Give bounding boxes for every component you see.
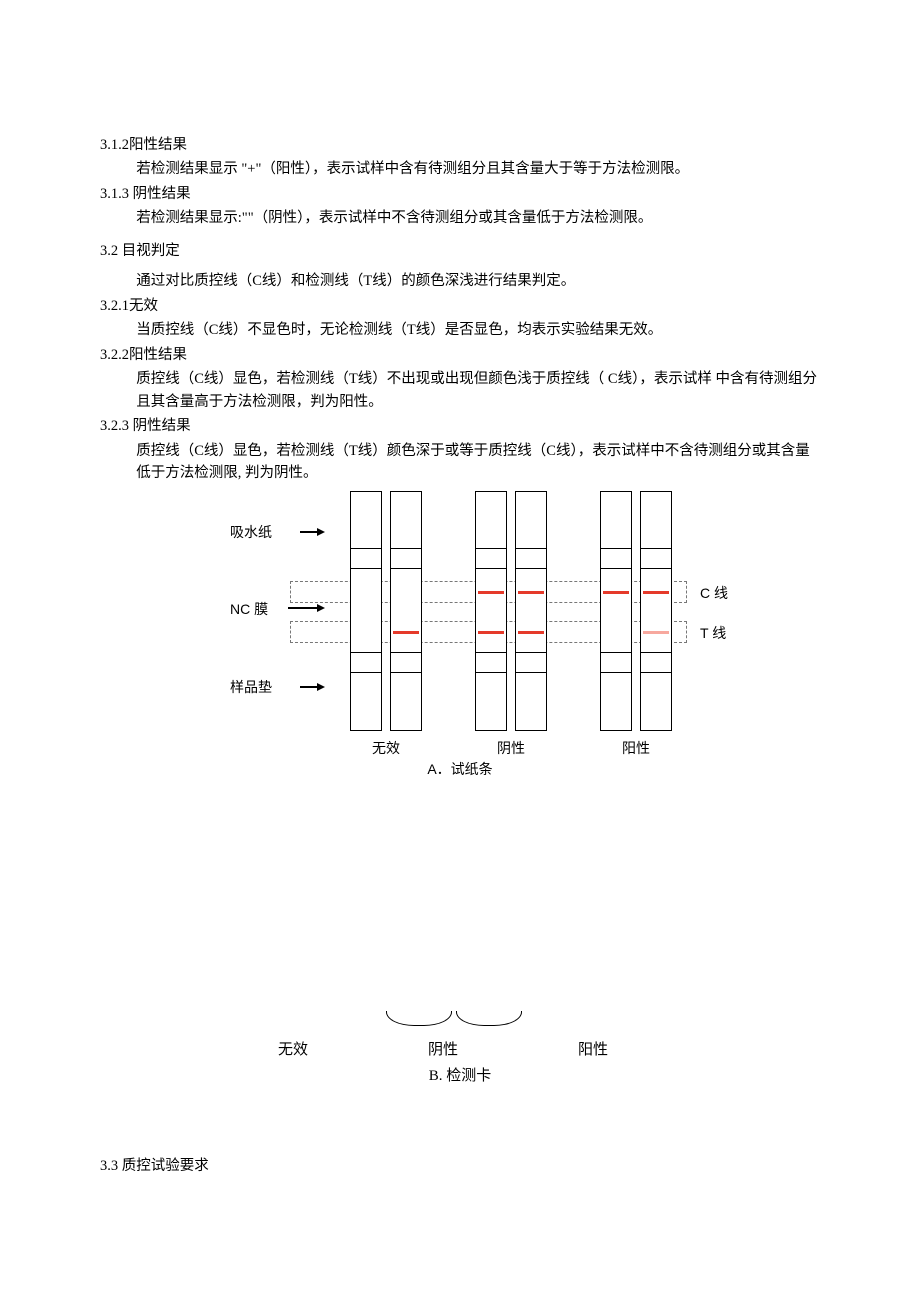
test-strip bbox=[475, 491, 507, 731]
body-3-2-2: 质控线（C线）显色，若检测线（T线）不出现或出现但颜色浅于质控线（ C线），表示… bbox=[100, 368, 820, 413]
test-strip bbox=[640, 491, 672, 731]
strip-segment-line bbox=[641, 672, 671, 673]
test-strip bbox=[515, 491, 547, 731]
strip-segment-line bbox=[641, 548, 671, 549]
strip-segment-line bbox=[516, 652, 546, 653]
strip-segment-line bbox=[476, 568, 506, 569]
body-3-1-2: 若检测结果显示 "+"（阳性），表示试样中含有待测组分且其含量大于等于方法检测限… bbox=[100, 158, 820, 180]
strip-segment-line bbox=[351, 568, 381, 569]
t-line bbox=[393, 631, 419, 634]
c-line bbox=[518, 591, 544, 594]
diagram-b-caption: B. 检测卡 bbox=[100, 1065, 820, 1088]
strip-segment-line bbox=[601, 568, 631, 569]
strip-segment-line bbox=[391, 672, 421, 673]
diagram-a-group-label: 阴性 bbox=[497, 739, 525, 761]
diagram-a-test-strips: 吸水纸 NC 膜样品垫无效 阴性 阳性 C 线 T 线 A．试纸条 bbox=[180, 491, 740, 781]
strip-segment-line bbox=[601, 672, 631, 673]
strip-segment-line bbox=[351, 652, 381, 653]
c-line bbox=[478, 591, 504, 594]
test-strip bbox=[600, 491, 632, 731]
heading-3-2-3: 3.2.3 阴性结果 bbox=[100, 415, 820, 437]
diagram-b-test-card: 无效 阴性 阳性 B. 检测卡 bbox=[100, 1011, 820, 1131]
strip-segment-line bbox=[516, 672, 546, 673]
diagram-a-left-label: 样品垫 bbox=[230, 678, 272, 700]
strip-segment-line bbox=[641, 652, 671, 653]
body-3-2: 通过对比质控线（C线）和检测线（T线）的颜色深浅进行结果判定。 bbox=[100, 270, 820, 292]
t-line bbox=[478, 631, 504, 634]
page: 3.1.2阳性结果 若检测结果显示 "+"（阳性），表示试样中含有待测组分且其含… bbox=[0, 0, 920, 1303]
strip-segment-line bbox=[601, 548, 631, 549]
strip-segment-line bbox=[476, 652, 506, 653]
strip-segment-line bbox=[516, 548, 546, 549]
strip-segment-line bbox=[641, 568, 671, 569]
strip-segment-line bbox=[391, 652, 421, 653]
body-3-2-3: 质控线（C线）显色，若检测线（T线）颜色深于或等于质控线（C线），表示试样中不含… bbox=[100, 440, 820, 485]
diagram-b-label: 阴性 bbox=[428, 1039, 458, 1062]
heading-3-1-2: 3.1.2阳性结果 bbox=[100, 134, 820, 156]
test-strip bbox=[390, 491, 422, 731]
strip-segment-line bbox=[351, 548, 381, 549]
c-line bbox=[603, 591, 629, 594]
heading-3-1-3: 3.1.3 阴性结果 bbox=[100, 183, 820, 205]
arrow-right-icon bbox=[300, 531, 324, 532]
test-strip bbox=[350, 491, 382, 731]
diagram-b-label: 无效 bbox=[278, 1039, 308, 1062]
diagram-a-c-label: C 线 bbox=[700, 583, 728, 605]
diagram-b-label: 阳性 bbox=[578, 1039, 608, 1062]
c-line bbox=[643, 591, 669, 594]
arrow-right-icon bbox=[288, 607, 324, 608]
body-3-1-3: 若检测结果显示:""（阴性），表示试样中不含待测组分或其含量低于方法检测限。 bbox=[100, 207, 820, 229]
brace-icon bbox=[386, 1011, 452, 1026]
diagram-a-left-label: 吸水纸 bbox=[230, 523, 272, 545]
heading-3-2-1: 3.2.1无效 bbox=[100, 295, 820, 317]
body-3-2-1: 当质控线（C线）不显色时，无论检测线（T线）是否显色，均表示实验结果无效。 bbox=[100, 319, 820, 341]
strip-segment-line bbox=[391, 548, 421, 549]
strip-segment-line bbox=[351, 672, 381, 673]
diagram-a-group-label: 阳性 bbox=[622, 739, 650, 761]
heading-3-2: 3.2 目视判定 bbox=[100, 240, 820, 262]
diagram-a-caption: A．试纸条 bbox=[180, 759, 740, 781]
strip-segment-line bbox=[476, 672, 506, 673]
arrow-right-icon bbox=[300, 686, 324, 687]
t-line bbox=[518, 631, 544, 634]
t-line bbox=[643, 631, 669, 634]
strip-segment-line bbox=[601, 652, 631, 653]
heading-3-3: 3.3 质控试验要求 bbox=[100, 1155, 820, 1177]
strip-segment-line bbox=[391, 568, 421, 569]
diagram-a-group-label: 无效 bbox=[372, 739, 400, 761]
diagram-a-t-label: T 线 bbox=[700, 623, 726, 645]
heading-3-2-2: 3.2.2阳性结果 bbox=[100, 344, 820, 366]
strip-segment-line bbox=[476, 548, 506, 549]
strip-segment-line bbox=[516, 568, 546, 569]
diagram-a-left-label: NC 膜 bbox=[230, 599, 268, 621]
brace-icon bbox=[456, 1011, 522, 1026]
